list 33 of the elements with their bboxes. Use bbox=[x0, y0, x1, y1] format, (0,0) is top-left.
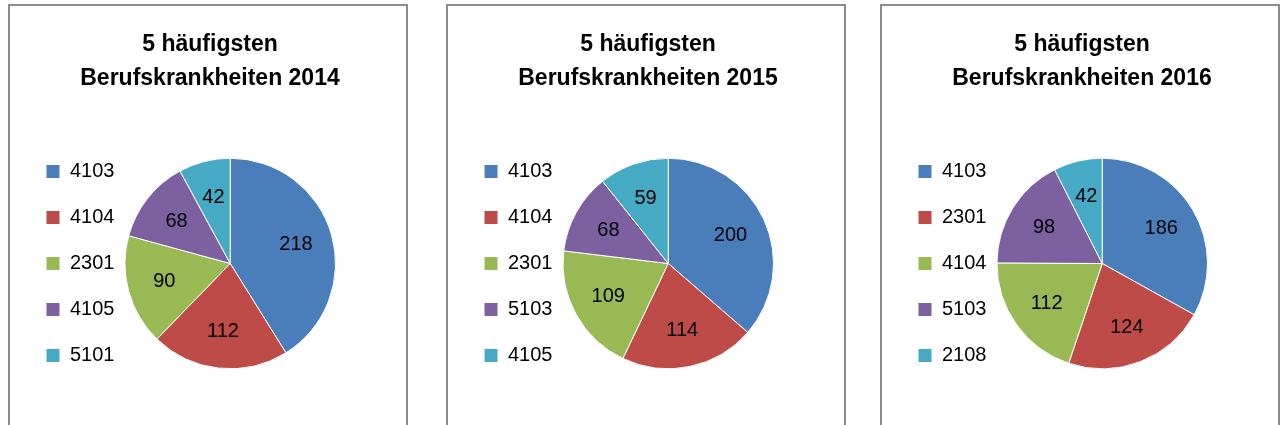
chart-title: 5 häufigsten Berufskrankheiten 2014 bbox=[79, 29, 341, 92]
legend-label: 4105 bbox=[508, 343, 553, 366]
data-label: 59 bbox=[634, 186, 657, 209]
legend-label: 5103 bbox=[942, 297, 987, 320]
legend-label: 4103 bbox=[942, 159, 987, 182]
data-label: 42 bbox=[1075, 184, 1098, 207]
legend-label: 4105 bbox=[70, 297, 115, 320]
data-label: 68 bbox=[165, 208, 188, 231]
data-label: 68 bbox=[597, 217, 620, 240]
legend-label: 2301 bbox=[942, 205, 987, 228]
data-label: 112 bbox=[1030, 290, 1063, 313]
legend-label: 5103 bbox=[508, 297, 553, 320]
legend-label: 4104 bbox=[70, 205, 115, 228]
legend-label: 2301 bbox=[508, 251, 553, 274]
legend-label: 4104 bbox=[942, 251, 987, 274]
data-label: 42 bbox=[202, 184, 225, 207]
data-label: 186 bbox=[1144, 216, 1178, 239]
data-label: 114 bbox=[666, 317, 699, 340]
legend-label: 2301 bbox=[70, 251, 115, 274]
chart-title: 5 häufigsten Berufskrankheiten 2015 bbox=[517, 29, 779, 92]
data-label: 124 bbox=[1110, 314, 1144, 337]
legend-label: 2108 bbox=[942, 343, 987, 366]
legend-label: 5101 bbox=[70, 343, 115, 366]
data-label: 90 bbox=[153, 269, 176, 292]
data-label: 218 bbox=[279, 232, 313, 255]
legend-label: 4103 bbox=[508, 159, 553, 182]
data-label: 112 bbox=[207, 319, 239, 342]
legend-label: 4103 bbox=[70, 159, 115, 182]
legend-label: 4104 bbox=[508, 205, 553, 228]
data-label: 98 bbox=[1032, 215, 1056, 238]
data-label: 109 bbox=[591, 283, 625, 306]
data-label: 200 bbox=[713, 222, 748, 245]
chart-title: 5 häufigsten Berufskrankheiten 2016 bbox=[951, 29, 1213, 92]
